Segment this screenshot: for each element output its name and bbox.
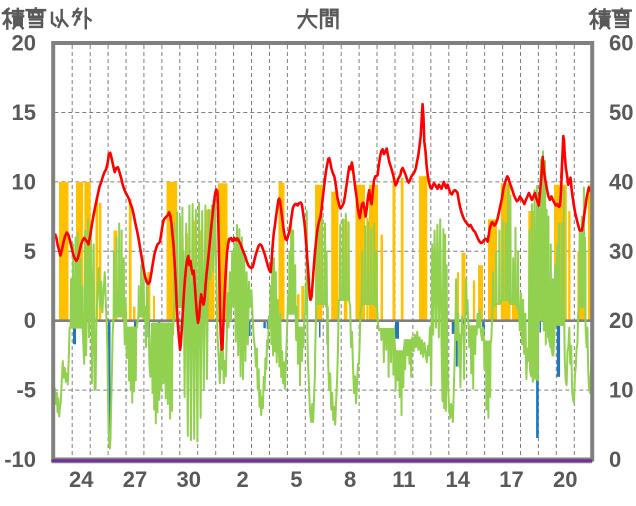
svg-text:8: 8 bbox=[344, 467, 356, 492]
svg-text:0: 0 bbox=[609, 447, 621, 472]
svg-text:27: 27 bbox=[123, 467, 147, 492]
svg-text:15: 15 bbox=[12, 100, 36, 125]
svg-text:17: 17 bbox=[499, 467, 523, 492]
svg-text:10: 10 bbox=[609, 378, 633, 403]
svg-text:-5: -5 bbox=[16, 378, 36, 403]
svg-text:30: 30 bbox=[609, 239, 633, 264]
svg-text:20: 20 bbox=[553, 467, 577, 492]
svg-text:14: 14 bbox=[445, 467, 470, 492]
svg-text:60: 60 bbox=[609, 31, 633, 56]
svg-text:2: 2 bbox=[236, 467, 248, 492]
svg-text:40: 40 bbox=[609, 169, 633, 194]
svg-text:20: 20 bbox=[12, 31, 36, 56]
svg-text:10: 10 bbox=[12, 169, 36, 194]
svg-text:5: 5 bbox=[24, 239, 36, 264]
svg-text:0: 0 bbox=[24, 308, 36, 333]
svg-text:-10: -10 bbox=[4, 447, 36, 472]
svg-text:5: 5 bbox=[290, 467, 302, 492]
svg-text:50: 50 bbox=[609, 100, 633, 125]
svg-text:30: 30 bbox=[177, 467, 201, 492]
svg-text:11: 11 bbox=[392, 467, 415, 492]
svg-text:24: 24 bbox=[69, 467, 94, 492]
svg-text:20: 20 bbox=[609, 308, 633, 333]
